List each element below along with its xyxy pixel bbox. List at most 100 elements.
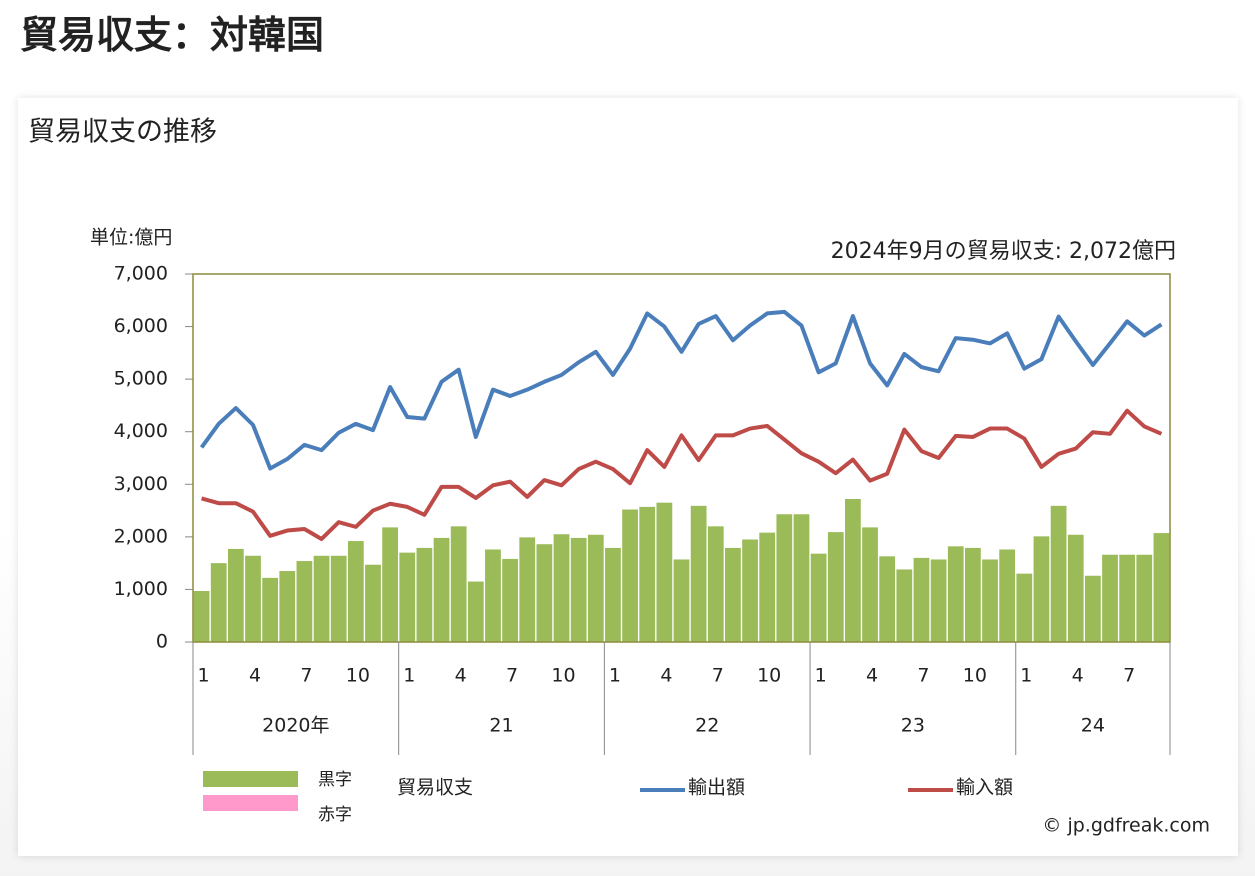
- legend-label: 黒字: [318, 770, 352, 790]
- x-group-label: 22: [695, 715, 719, 737]
- credit: © jp.gdfreak.com: [1042, 815, 1210, 837]
- bar: [1067, 534, 1084, 642]
- bar: [245, 555, 261, 642]
- x-group-label: 21: [489, 715, 513, 737]
- bar: [347, 541, 364, 642]
- x-tick-label: 10: [346, 665, 370, 687]
- unit-label: 単位:億円: [90, 227, 172, 249]
- bar: [467, 581, 484, 642]
- line: [199, 309, 1163, 471]
- bar: [1102, 554, 1118, 642]
- bar: [193, 591, 210, 642]
- bar: [502, 558, 518, 642]
- page-title: 貿易収支：対韓国: [20, 13, 325, 57]
- legend-label: 貿易収支: [397, 777, 473, 799]
- x-tick-label: 4: [660, 665, 672, 687]
- bar: [707, 526, 724, 642]
- bar: [1050, 505, 1067, 642]
- y-tick-label: 3,000: [114, 473, 168, 495]
- x-tick-label: 1: [403, 665, 415, 687]
- x-tick-label: 7: [1123, 665, 1135, 687]
- bar: [656, 502, 673, 642]
- x-tick-label: 10: [757, 665, 781, 687]
- x-group-label: 24: [1081, 715, 1105, 737]
- bar: [1084, 575, 1101, 642]
- y-tick-label: 4,000: [114, 420, 168, 442]
- x-tick-label: 1: [198, 665, 210, 687]
- bar: [639, 506, 656, 642]
- bar: [519, 537, 536, 642]
- bar: [947, 546, 964, 642]
- y-tick-label: 2,000: [114, 525, 168, 547]
- x-group-label: 2020年: [262, 715, 329, 737]
- legend-swatch: [203, 771, 298, 787]
- bar: [605, 547, 621, 642]
- bar: [827, 532, 844, 642]
- bar: [433, 537, 450, 642]
- bar: [399, 552, 416, 642]
- legend-label: 輸出額: [688, 777, 745, 799]
- y-tick-label: 0: [156, 631, 168, 653]
- bar: [965, 547, 981, 642]
- bar: [810, 553, 827, 642]
- bar: [570, 537, 587, 642]
- bar: [862, 527, 878, 642]
- x-tick-label: 4: [866, 665, 878, 687]
- bar: [1119, 554, 1136, 642]
- bar: [999, 549, 1016, 642]
- x-tick-label: 7: [917, 665, 929, 687]
- bar: [776, 514, 793, 642]
- x-tick-label: 10: [551, 665, 575, 687]
- bar: [279, 571, 296, 642]
- bar: [330, 555, 347, 642]
- x-tick-label: 1: [1020, 665, 1032, 687]
- bar: [690, 505, 707, 642]
- bar: [1136, 554, 1153, 642]
- legend-swatch: [203, 795, 298, 811]
- bar: [1153, 533, 1170, 642]
- bar: [896, 569, 913, 642]
- x-tick-label: 4: [455, 665, 467, 687]
- line: [201, 408, 1163, 541]
- bar: [382, 527, 398, 642]
- bar: [673, 559, 690, 642]
- bar: [296, 561, 313, 642]
- bar: [913, 557, 930, 642]
- bar: [742, 539, 758, 642]
- x-tick-label: 4: [249, 665, 261, 687]
- x-tick-label: 7: [712, 665, 724, 687]
- x-group-label: 23: [901, 715, 925, 737]
- chart-title: 貿易収支の推移: [28, 117, 217, 148]
- bar: [365, 564, 381, 642]
- bar: [450, 526, 467, 642]
- x-tick-label: 10: [963, 665, 987, 687]
- legend-label: 輸入額: [956, 777, 1013, 799]
- x-tick-label: 4: [1072, 665, 1084, 687]
- bar: [416, 547, 433, 642]
- bar: [313, 555, 330, 642]
- bar: [879, 556, 896, 642]
- plot-frame: [192, 273, 1171, 643]
- bar: [485, 549, 501, 642]
- y-tick-label: 1,000: [114, 578, 168, 600]
- bar: [553, 534, 570, 642]
- bar: [982, 559, 998, 642]
- bar: [1016, 573, 1033, 642]
- chart-card: [18, 98, 1238, 856]
- annotation: 2024年9月の貿易収支: 2,072億円: [831, 239, 1176, 264]
- bar: [587, 534, 604, 642]
- x-tick-label: 1: [815, 665, 827, 687]
- y-tick-label: 6,000: [114, 315, 168, 337]
- bar: [930, 559, 947, 642]
- x-tick-label: 7: [506, 665, 518, 687]
- bar: [227, 548, 244, 642]
- y-tick-label: 7,000: [114, 263, 168, 285]
- bar: [262, 577, 279, 642]
- bar: [1033, 536, 1050, 642]
- bar: [536, 544, 553, 642]
- x-tick-label: 1: [609, 665, 621, 687]
- bar: [210, 563, 227, 642]
- x-tick-label: 7: [300, 665, 312, 687]
